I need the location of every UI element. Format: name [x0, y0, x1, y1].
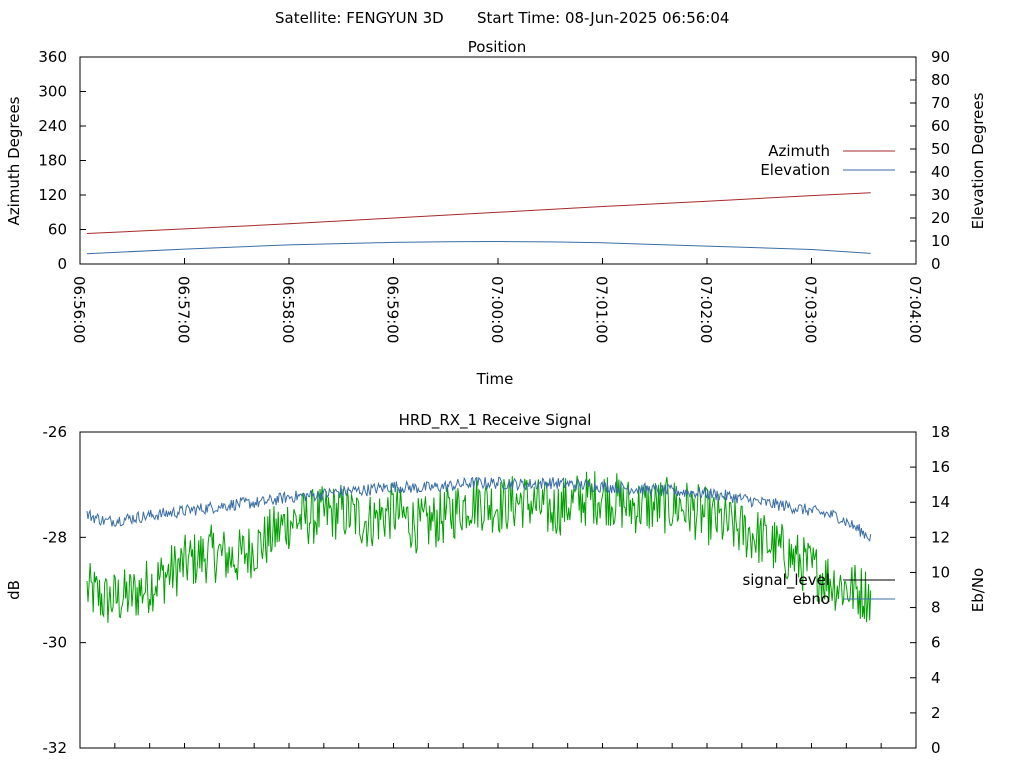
legend-label-azimuth: Azimuth [768, 142, 830, 160]
signal-y2-tick-label: 12 [931, 528, 950, 546]
position-y-tick-label: 0 [57, 255, 67, 273]
series-line-elevation [86, 240, 871, 255]
signal-y-tick-label: -32 [43, 739, 68, 757]
position-x-tick-label: 07:02:00 [697, 276, 715, 343]
series-line-azimuth [86, 192, 871, 234]
position-y2-tick-label: 20 [931, 209, 950, 227]
signal-y2-tick-label: 10 [931, 563, 950, 581]
signal-y-tick-label: -26 [43, 423, 68, 441]
signal-y-tick-label: -28 [43, 528, 68, 546]
position-x-tick-label: 06:56:00 [70, 276, 88, 343]
position-y2-tick-label: 0 [931, 255, 941, 273]
position-x-tick-label: 06:57:00 [175, 276, 193, 343]
position-chart: Position Azimuth Degrees Elevation Degre… [5, 38, 987, 388]
signal-y2-axis-label: Eb/No [969, 568, 987, 612]
signal-y2-tick-label: 8 [931, 599, 941, 617]
legend-label-signal-level: signal_level [742, 571, 830, 590]
signal-chart: HRD_RX_1 Receive Signal dB Eb/No -32-30-… [5, 411, 987, 757]
position-y2-tick-label: 10 [931, 232, 950, 250]
position-x-tick-label: 07:00:00 [488, 276, 506, 343]
signal-y2-tick-label: 6 [931, 634, 941, 652]
signal-y2-tick-label: 14 [931, 493, 950, 511]
position-y2-axis-label: Elevation Degrees [969, 92, 987, 229]
signal-chart-title: HRD_RX_1 Receive Signal [399, 411, 592, 430]
series-line-ebno [86, 476, 872, 542]
position-chart-title: Position [468, 38, 526, 56]
signal-legend: signal_level ebno [742, 571, 895, 608]
position-y-tick-label: 180 [38, 152, 67, 170]
position-y-tick-label: 120 [38, 186, 67, 204]
signal-y2-tick-label: 4 [931, 669, 941, 687]
position-y2-tick-label: 50 [931, 140, 950, 158]
position-y-tick-label: 360 [38, 48, 67, 66]
position-y2-tick-label: 90 [931, 48, 950, 66]
position-ticks: 0 60 120 180 240 300 360 0 10 20 30 40 50 60 70 80 90 06:… [38, 48, 950, 343]
position-y-tick-label: 60 [48, 221, 67, 239]
signal-ticks: -32 -30 -28 -26 0 2 4 6 8 10 12 14 16 18 [43, 423, 951, 757]
signal-y-tick-label: -30 [43, 634, 68, 652]
position-x-tick-label: 07:03:00 [802, 276, 820, 343]
signal-y2-tick-label: 18 [931, 423, 950, 441]
position-y-axis-label: Azimuth Degrees [5, 96, 23, 225]
signal-y2-tick-label: 16 [931, 458, 950, 476]
legend-label-elevation: Elevation [760, 161, 830, 179]
signal-y-axis-label: dB [5, 580, 23, 600]
position-y2-tick-label: 80 [931, 71, 950, 89]
satellite-label: Satellite: FENGYUN 3D [275, 9, 444, 27]
position-x-tick-label: 06:59:00 [384, 276, 402, 343]
position-y-tick-label: 240 [38, 117, 67, 135]
position-x-axis-label: Time [476, 370, 514, 388]
position-x-tick-label: 06:58:00 [279, 276, 297, 343]
position-legend: Azimuth Elevation [760, 142, 895, 179]
signal-series [86, 471, 872, 623]
signal-y2-tick-label: 0 [931, 739, 941, 757]
position-x-tick-label: 07:01:00 [593, 276, 611, 343]
position-x-tick-label: 07:04:00 [906, 276, 924, 343]
position-y2-tick-label: 70 [931, 94, 950, 112]
position-y2-tick-label: 30 [931, 186, 950, 204]
start-time-label: Start Time: 08-Jun-2025 06:56:04 [477, 9, 729, 27]
position-y-tick-label: 300 [38, 83, 67, 101]
position-series [86, 192, 871, 255]
legend-label-ebno: ebno [793, 590, 830, 608]
position-y2-tick-label: 60 [931, 117, 950, 135]
signal-y2-tick-label: 2 [931, 704, 941, 722]
series-line-signal-level [86, 471, 872, 623]
position-y2-tick-label: 40 [931, 163, 950, 181]
